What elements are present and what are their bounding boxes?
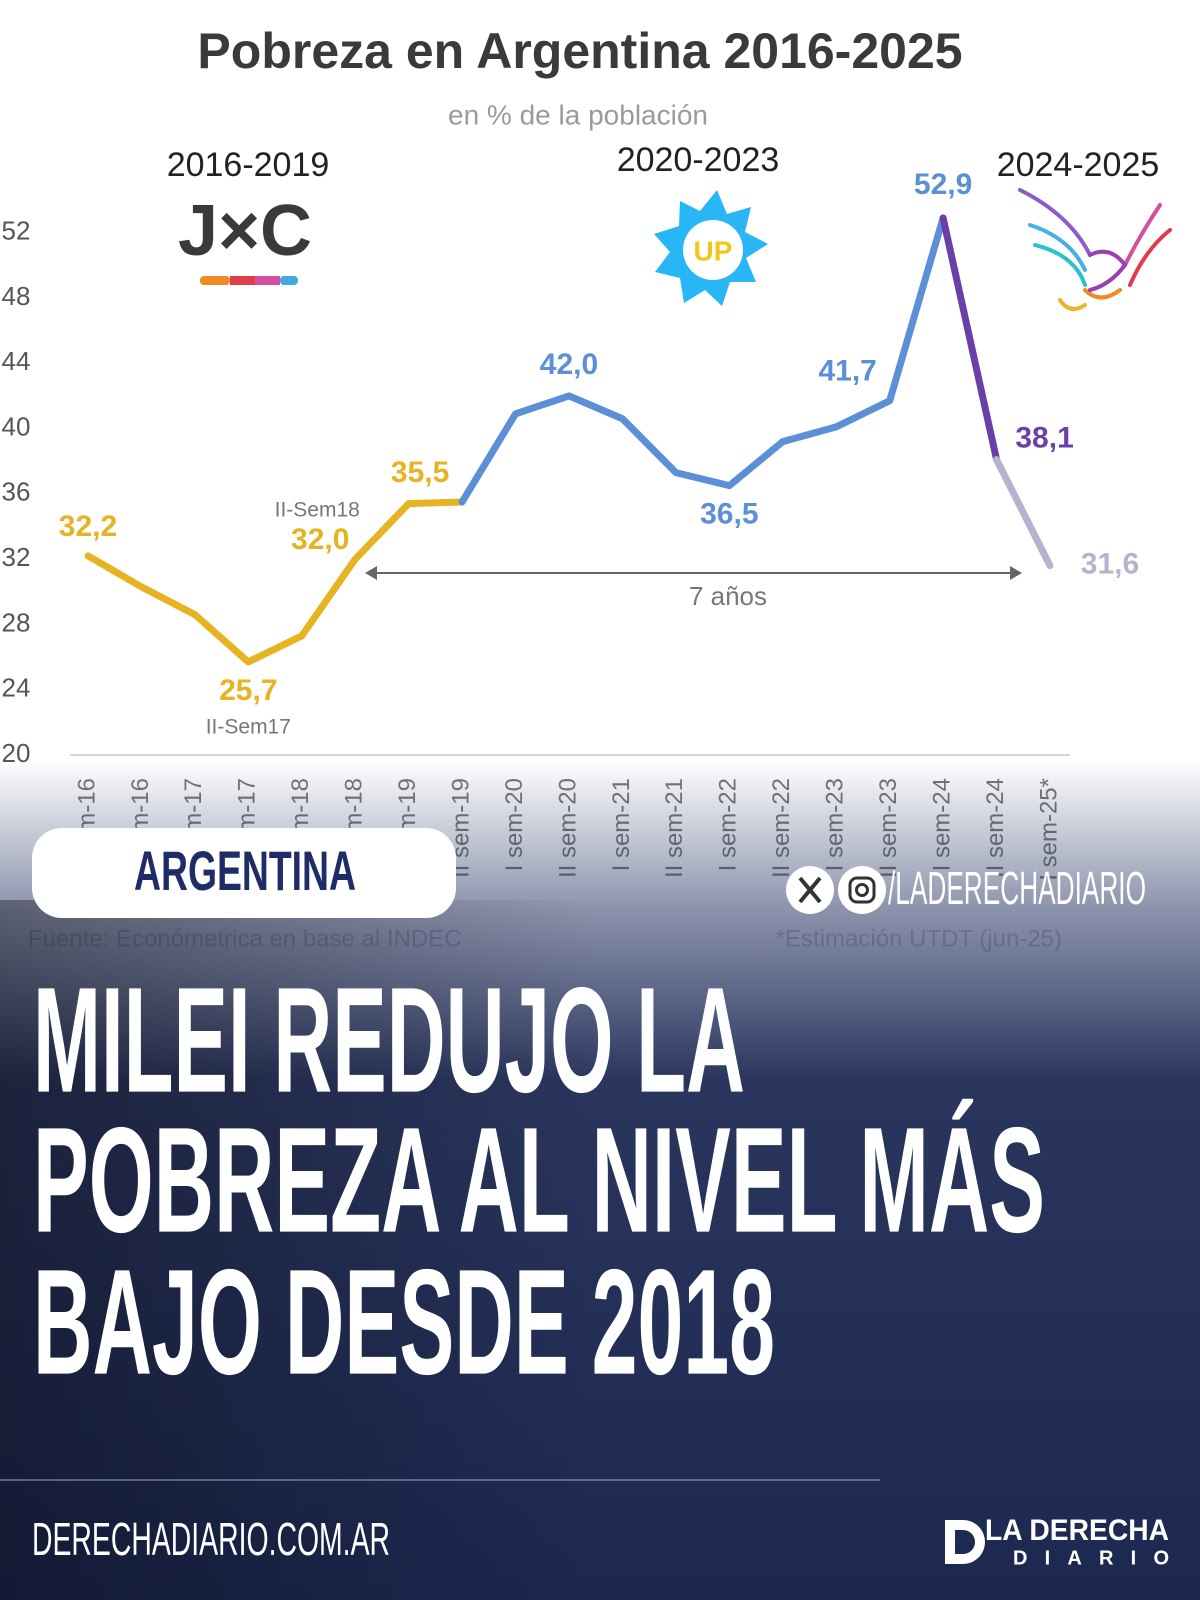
chart-subtitle: en % de la población [448,99,708,130]
y-tick-label: 48 [2,281,31,311]
logo-bar [200,276,230,285]
period-label: 2020-2023 [617,141,780,179]
span-label: 7 años [689,581,767,611]
logos: J×C UP [178,188,1172,311]
y-tick-label: 52 [2,216,31,246]
brand-name: LA DERECHA [985,1514,1169,1547]
y-tick-label: 40 [2,411,31,441]
headline-line: POBREZA AL NIVEL MÁS [33,1096,1045,1264]
site: DERECHADIARIO.COM.AR [32,1513,390,1565]
data-label: 32,2 [59,510,117,543]
annotation: II-Sem18 [275,499,360,522]
tag: ARGENTINA [134,839,356,902]
shade [0,900,1200,1600]
line-segment [993,456,1054,570]
data-label: 38,1 [1015,421,1073,454]
data-label: 42,0 [540,348,598,381]
y-tick-label: 44 [2,346,31,376]
instagram-icon [838,866,886,914]
period-label: 2024-2025 [997,146,1160,184]
line-segment [84,498,466,666]
line-segment [939,214,1001,464]
period-label: 2016-2019 [167,146,330,184]
data-label: 32,0 [291,523,349,556]
y-tick-label: 36 [2,477,31,507]
data-label: 41,7 [818,355,876,388]
instagram-glyph [855,883,869,897]
line-segment [458,214,947,506]
data-label: 52,9 [914,168,972,201]
up-sun-core [683,220,743,280]
handle: /LADERECHADIARIO [888,862,1146,914]
data-label: 31,6 [1081,548,1139,581]
logo-text: J×C [178,191,312,271]
y-tick-label: 28 [2,607,31,637]
annotation: II-Sem17 [206,716,291,739]
y-tick-label: 32 [2,542,31,572]
logo-bar [230,276,255,285]
y-tick-label: 24 [2,673,31,703]
chart-title: Pobreza en Argentina 2016-2025 [197,23,962,79]
overlay: ARGENTINA/LADERECHADIARIO MILEI REDUJO LA… [0,828,1169,1569]
data-label: 35,5 [391,456,449,489]
brand-icon [945,1520,985,1564]
tag-pill [32,828,456,918]
data-label: 25,7 [219,674,277,707]
instagram-glyph [848,876,876,904]
x-icon-glyph [798,876,822,904]
logo-bar [280,276,298,285]
headline-line: BAJO DESDE 2018 [33,1238,775,1406]
headline-line: MILEI REDUJO LA [33,956,745,1124]
data-label: 36,5 [700,498,758,531]
bird-logo [1018,188,1172,311]
logo-bar [255,276,280,285]
logo-text: UP [694,235,733,266]
